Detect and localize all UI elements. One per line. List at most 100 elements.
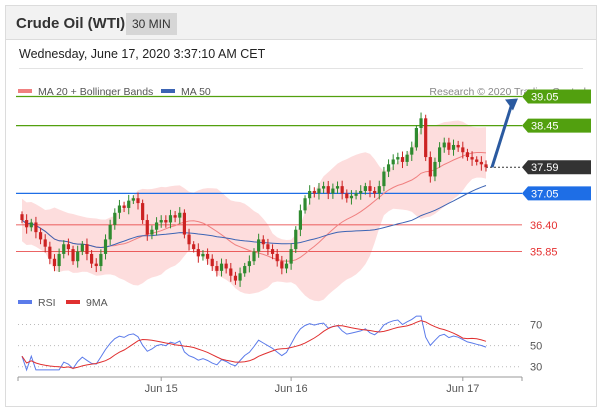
candle-body (29, 222, 33, 228)
candle-body (479, 161, 483, 165)
candle-body (206, 253, 210, 259)
candle-body (48, 246, 52, 259)
candle-body (52, 258, 57, 267)
timestamp: Wednesday, June 17, 2020 3:37:10 AM CET (19, 47, 266, 61)
candle-body (25, 220, 29, 228)
projection-arrow (490, 103, 514, 168)
candle-body (298, 210, 302, 230)
candle-body (400, 157, 405, 162)
candle-body (173, 215, 177, 218)
candle-body (85, 244, 89, 254)
candle-body (270, 249, 275, 254)
candle-body (164, 220, 168, 223)
candle-body (141, 203, 145, 221)
x-tick-label: Jun 16 (275, 383, 308, 395)
candle-body (187, 234, 191, 245)
candle-body (215, 266, 219, 271)
candle-body (201, 253, 205, 257)
timeframe-badge[interactable]: 30 MIN (126, 13, 177, 35)
price-label-tag (522, 89, 591, 104)
candle-body (451, 144, 456, 150)
candle-body (414, 128, 418, 148)
candle-body (178, 212, 182, 218)
candle-body (470, 157, 474, 160)
price-label-text: 37.05 (531, 188, 559, 200)
candle-body (335, 186, 340, 189)
price-label-tag (522, 118, 591, 133)
price-label-tag (522, 160, 591, 175)
rsi-tick-label: 30 (530, 362, 542, 374)
candle-body (377, 186, 381, 194)
candle-body (294, 229, 298, 250)
price-label-current: 37.59 (522, 160, 591, 175)
candle-body (303, 198, 307, 211)
legend-ma50-swatch (161, 89, 175, 93)
candle-body (373, 190, 377, 194)
candle-body (62, 244, 66, 254)
candle-body (233, 275, 238, 281)
price-label-tag (522, 186, 591, 201)
candle-body (345, 193, 349, 199)
candles (20, 112, 488, 287)
candle-body (275, 253, 279, 262)
candle-body (229, 268, 233, 276)
ma50-line (21, 185, 487, 249)
candle-body (136, 198, 140, 204)
candle-body (261, 239, 265, 245)
rsi-tick-label: 50 (530, 341, 542, 353)
bollinger-band (22, 120, 486, 302)
legend-rsi-label: RSI (38, 297, 56, 309)
candle-body (224, 263, 228, 269)
candle-body (349, 195, 354, 199)
candle-body (219, 263, 224, 271)
price-label-pivot: 37.05 (522, 186, 591, 201)
candle-body (405, 154, 409, 162)
candle-body (289, 249, 293, 264)
candle-body (90, 253, 94, 264)
candle-body (465, 152, 470, 158)
candle-body (266, 244, 270, 250)
candle-body (43, 239, 47, 247)
x-tick-label: Jun 17 (446, 383, 479, 395)
candle-body (127, 200, 131, 208)
candle-body (80, 244, 84, 252)
level-lines (16, 95, 522, 252)
candle-body (57, 253, 61, 267)
price-label-text: 36.40 (530, 220, 558, 232)
candle-body (391, 159, 395, 165)
candle-body (94, 263, 98, 267)
candle-body (419, 118, 423, 129)
candle-body (247, 261, 251, 267)
candle-body (312, 190, 316, 194)
candle-body (396, 157, 400, 160)
widget-header: Crude Oil (WTI) 30 MIN (6, 6, 596, 40)
candle-body (257, 239, 261, 252)
candle-body (322, 186, 326, 189)
price-label-text: 38.45 (531, 121, 559, 133)
candle-body (424, 118, 428, 158)
price-label-text: 35.85 (530, 247, 558, 259)
rsi-tick-label: 70 (530, 320, 542, 332)
legend-ma20-label: MA 20 + Bollinger Bands (38, 86, 153, 98)
candle-body (117, 205, 122, 213)
candle-body (196, 249, 200, 257)
candle-body (99, 253, 103, 267)
candle-body (113, 212, 117, 225)
rsi-9ma-line (21, 320, 487, 369)
price-label-support: 35.85 (530, 247, 558, 259)
candle-body (38, 232, 43, 240)
candle-body (192, 244, 196, 250)
candle-body (154, 222, 159, 230)
candle-body (368, 186, 372, 191)
x-tick-label: Jun 15 (145, 383, 178, 395)
candle-body (238, 273, 242, 281)
candle-body (428, 157, 432, 177)
candle-body (363, 186, 367, 191)
candle-body (103, 239, 108, 254)
candle-body (122, 205, 126, 208)
candle-body (461, 147, 465, 153)
candle-body (484, 164, 488, 168)
candle-body (182, 212, 186, 235)
instrument-title: Crude Oil (WTI) (16, 15, 126, 32)
candle-body (438, 147, 442, 162)
